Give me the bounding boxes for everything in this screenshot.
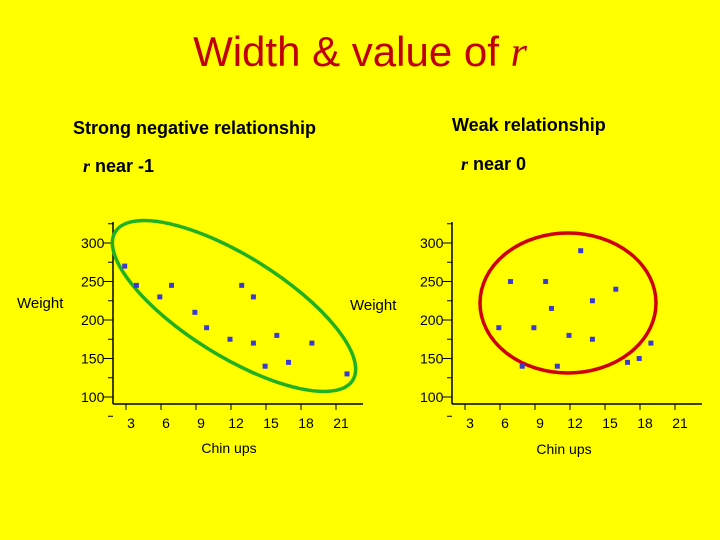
data-point (554, 363, 560, 369)
y-tick-label: 150 (420, 351, 444, 367)
left-r-label: r near -1 (83, 156, 154, 177)
chart-1: 100 150 200 250 300 3 6 9 12 15 18 21 Chin ups (81, 218, 363, 456)
x-tick-label: 18 (298, 415, 314, 431)
data-point (625, 359, 630, 365)
data-point (169, 282, 174, 288)
data-point (508, 279, 513, 284)
data-point (589, 298, 595, 304)
y-tick-label: 200 (81, 312, 105, 328)
data-point (566, 332, 572, 338)
x-tick-label: 12 (567, 415, 583, 431)
x-tick-label: 15 (602, 415, 618, 431)
left-r-text: near -1 (90, 156, 155, 176)
x-tick-label: 21 (333, 415, 349, 431)
y-tick-label: 100 (420, 389, 444, 405)
y-tick-label: 300 (81, 235, 105, 251)
left-heading: Strong negative relationship (73, 118, 317, 138)
right-y-axis-label: Weight (350, 297, 397, 314)
data-point (192, 309, 198, 315)
chart-2: 100 150 200 250 300 3 6 9 12 15 18 21 Chin ups (420, 222, 702, 457)
data-point (548, 305, 554, 311)
data-point (578, 248, 584, 254)
correlation-ellipse (478, 231, 658, 375)
data-point (133, 282, 139, 288)
x-tick-label: 3 (127, 415, 135, 431)
y-tick-label: 200 (420, 312, 444, 328)
x-tick-label: 9 (197, 415, 205, 431)
left-r-symbol: r (83, 156, 91, 176)
y-tick-label: 150 (81, 351, 105, 367)
data-point (274, 332, 280, 338)
x-tick-label: 9 (536, 415, 544, 431)
y-tick-label: 250 (81, 274, 105, 290)
data-point (227, 336, 233, 342)
y-tick-label: 300 (420, 235, 444, 251)
right-r-label: r near 0 (461, 154, 526, 175)
data-point (636, 356, 642, 361)
y-tick-label: 100 (81, 389, 105, 405)
x-tick-label: 15 (263, 415, 279, 431)
x-tick-label: 12 (228, 415, 244, 431)
slide-title: Width & value of r (0, 28, 720, 77)
data-point (496, 325, 502, 331)
x-tick-label: 21 (672, 415, 688, 431)
right-heading: Weak relationship (452, 115, 606, 135)
slide-title-symbol: r (510, 30, 527, 76)
data-point (648, 340, 654, 346)
data-point (157, 294, 163, 300)
right-r-symbol: r (461, 154, 469, 174)
left-y-axis-label: Weight (17, 295, 64, 312)
data-point (250, 294, 256, 300)
y-tick-label: 250 (420, 274, 444, 290)
data-point (309, 340, 315, 346)
x-tick-label: 6 (501, 415, 509, 431)
data-point (250, 340, 256, 346)
x-tick-label: 6 (162, 415, 170, 431)
correlation-ellipse (110, 218, 358, 394)
x-tick-label: 3 (466, 415, 474, 431)
data-point (519, 363, 525, 369)
slide-title-text: Width & value of (193, 28, 511, 75)
data-point (262, 363, 268, 369)
x-axis-label: Chin ups (536, 441, 591, 457)
data-point (239, 282, 245, 288)
data-point (344, 371, 350, 377)
data-point (286, 359, 291, 365)
data-point (122, 263, 128, 269)
right-r-text: near 0 (468, 154, 527, 174)
data-point (531, 325, 537, 331)
x-axis-label: Chin ups (201, 440, 256, 456)
data-point (589, 336, 595, 342)
data-point (204, 325, 210, 331)
data-point (543, 279, 549, 284)
data-point (613, 286, 619, 292)
x-tick-label: 18 (637, 415, 653, 431)
